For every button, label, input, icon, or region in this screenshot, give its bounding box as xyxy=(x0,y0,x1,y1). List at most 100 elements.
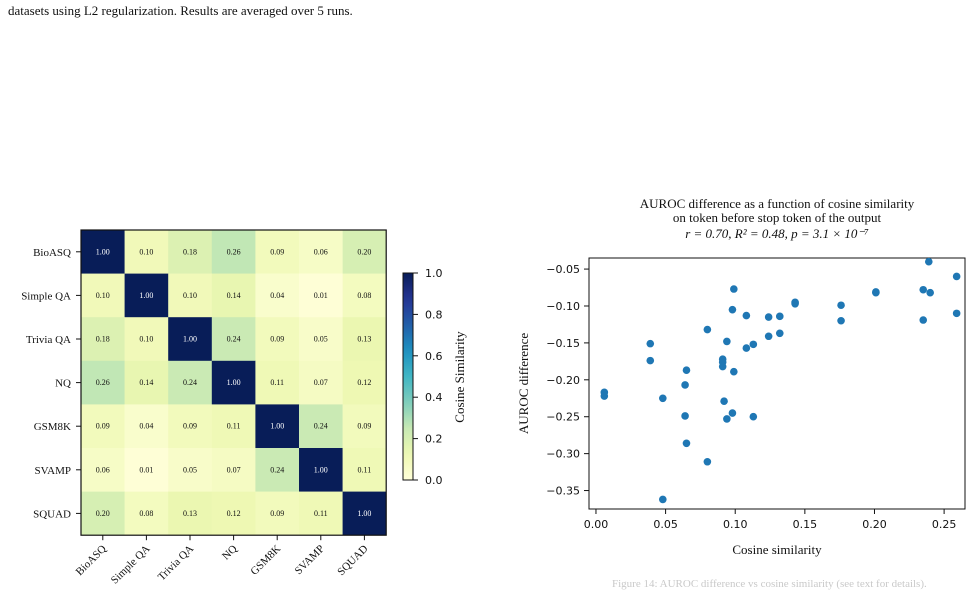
scatter-point xyxy=(919,285,928,294)
scatter-xtick-label: 0.25 xyxy=(932,518,957,531)
colorbar-tick-label: 1.0 xyxy=(425,267,443,280)
scatter-point xyxy=(775,329,784,338)
colorbar-label: Cosine Similarity xyxy=(452,331,467,423)
heatmap-cell-value: 0.09 xyxy=(357,422,371,431)
heatmap-cell xyxy=(255,404,300,449)
heatmap-cell xyxy=(168,448,213,492)
heatmap-cell-value: 0.09 xyxy=(96,422,110,431)
heatmap-cell-value: 0.05 xyxy=(183,465,197,474)
scatter-point xyxy=(742,344,751,352)
scatter-point xyxy=(952,272,961,281)
heatmap-cell xyxy=(81,491,125,536)
heatmap-cell-value: 0.09 xyxy=(270,247,284,256)
scatter-ytick-label: −0.20 xyxy=(546,374,580,387)
heatmap-cell-value: 0.12 xyxy=(227,509,241,518)
heatmap-cell xyxy=(81,448,125,492)
heatmap-cell xyxy=(299,491,343,536)
heatmap-cell xyxy=(211,360,256,405)
figure-caption: datasets using L2 regularization. Result… xyxy=(8,3,353,18)
colorbar-tick-label: 0.6 xyxy=(425,350,443,363)
heatmap-cell xyxy=(124,448,169,492)
heatmap-cell xyxy=(299,230,343,274)
scatter-ytick-label: −0.10 xyxy=(546,300,580,313)
heatmap-cell xyxy=(255,360,300,405)
heatmap-cell xyxy=(299,448,343,492)
scatter-point xyxy=(718,362,727,371)
scatter-point xyxy=(764,313,773,321)
heatmap-cell-value: 0.08 xyxy=(357,291,371,300)
heatmap-cell xyxy=(211,404,256,449)
scatter-point xyxy=(742,311,751,320)
scatter-title: AUROC difference as a function of cosine… xyxy=(640,196,915,241)
heatmap-cell-value: 0.05 xyxy=(314,335,328,344)
colorbar-tick-label: 0.2 xyxy=(425,433,443,446)
heatmap-cell xyxy=(342,230,387,274)
heatmap-row-label: GSM8K xyxy=(34,421,71,433)
scatter-stats-line: r = 0.70, R² = 0.48, p = 3.1 × 10⁻⁷ xyxy=(685,226,869,241)
heatmap-cell-value: 1.00 xyxy=(357,509,371,518)
scatter-title-line: on token before stop token of the output xyxy=(673,210,882,225)
scatter-point xyxy=(926,288,934,297)
heatmap-cell xyxy=(81,360,125,405)
heatmap-cell-value: 0.07 xyxy=(314,378,328,387)
heatmap-cell-value: 0.01 xyxy=(314,291,328,300)
scatter-xtick-label: 0.10 xyxy=(723,518,748,531)
scatter-point xyxy=(791,299,799,308)
heatmap-cell xyxy=(81,230,125,274)
heatmap-cell xyxy=(255,317,300,362)
scatter-xlabel: Cosine similarity xyxy=(732,542,822,557)
scatter-point xyxy=(919,316,928,324)
scatter-point xyxy=(723,337,731,346)
scatter-point xyxy=(703,457,712,466)
scatter-points xyxy=(600,257,961,504)
heatmap-row-label: Trivia QA xyxy=(26,334,71,346)
scatter-point xyxy=(924,257,933,266)
heatmap-cell-value: 0.20 xyxy=(357,247,371,256)
heatmap-cell-value: 1.00 xyxy=(314,465,328,474)
heatmap-cell xyxy=(255,491,300,536)
heatmap-cell-value: 0.10 xyxy=(139,335,153,344)
heatmap-cell xyxy=(81,273,125,318)
scatter-point xyxy=(659,394,667,403)
scatter-ytick-label: −0.35 xyxy=(546,485,580,498)
heatmap-cell-value: 1.00 xyxy=(227,378,241,387)
scatter-point xyxy=(728,409,737,417)
heatmap-cell-value: 0.08 xyxy=(139,509,153,518)
heatmap-cell xyxy=(299,273,343,318)
heatmap-cell-value: 1.00 xyxy=(183,335,197,344)
scatter-ytick-label: −0.05 xyxy=(546,263,580,276)
colorbar-tick-label: 0.4 xyxy=(425,391,443,404)
heatmap-cells: 1.00 0.10 0.18 0.26 0.09 0.06 0.20 0.10 1.00 0.10… xyxy=(80,229,387,536)
scatter-point xyxy=(720,397,728,406)
scatter-ytick-label: −0.25 xyxy=(546,411,580,424)
heatmap-cell-value: 0.06 xyxy=(96,465,110,474)
heatmap-cell-value: 1.00 xyxy=(270,422,284,431)
heatmap-cell xyxy=(299,404,343,449)
heatmap-cell-value: 0.18 xyxy=(183,247,197,256)
scatter-xtick-label: 0.15 xyxy=(793,518,818,531)
heatmap-cell xyxy=(168,230,213,274)
heatmap-cell xyxy=(168,360,213,405)
scatter-xtick-label: 0.20 xyxy=(862,518,887,531)
scatter-point xyxy=(703,325,712,334)
heatmap-cell-value: 0.24 xyxy=(227,335,241,344)
heatmap-cell-value: 0.09 xyxy=(270,509,284,518)
scatter-point xyxy=(749,340,758,349)
heatmap-cell-value: 0.14 xyxy=(227,291,241,300)
heatmap-cell-value: 0.24 xyxy=(270,465,284,474)
heatmap-cell xyxy=(124,317,169,362)
scatter-frame xyxy=(588,257,966,510)
colorbar: 0.0 0.2 0.4 0.6 0.8 1.0 Cosine Similarity xyxy=(402,267,467,487)
heatmap-cell-value: 0.13 xyxy=(357,335,371,344)
scatter-xtick-label: 0.05 xyxy=(653,518,678,531)
heatmap-cell xyxy=(81,404,125,449)
heatmap-cell-value: 0.18 xyxy=(96,335,110,344)
scatter-point xyxy=(764,332,773,341)
scatter-point xyxy=(600,392,609,400)
heatmap-cell-value: 0.10 xyxy=(96,291,110,300)
heatmap-cell xyxy=(342,404,387,449)
heatmap-cell xyxy=(211,448,256,492)
heatmap-cell xyxy=(255,448,300,492)
